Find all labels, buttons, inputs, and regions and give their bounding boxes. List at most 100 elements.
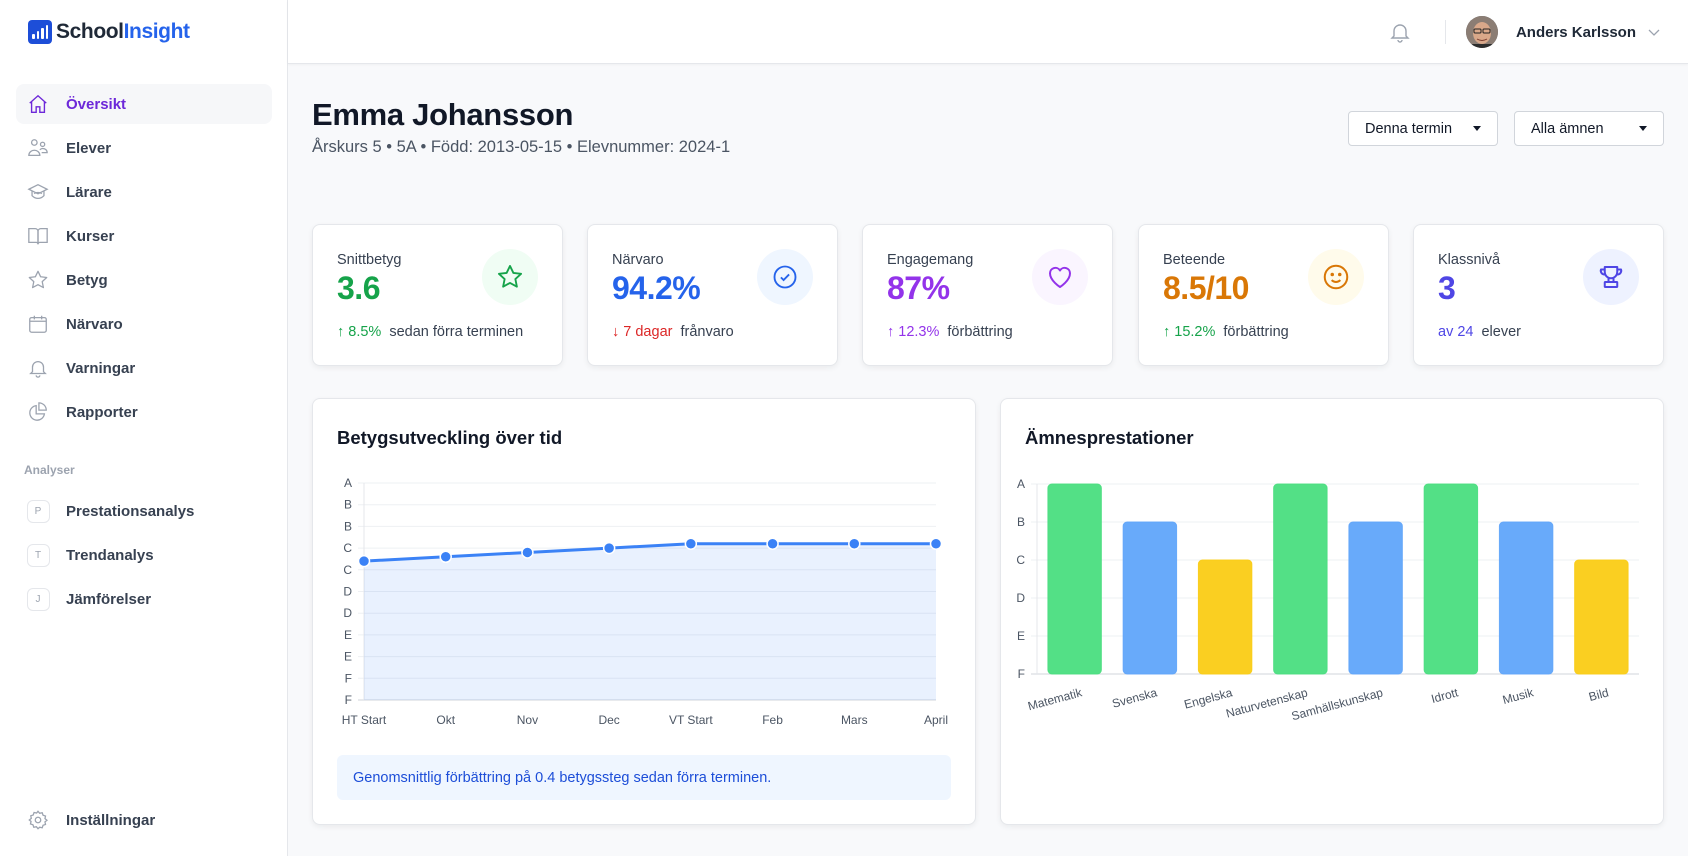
stat-value: 3.6 [337,270,380,306]
x-tick-label: Svenska [1111,685,1159,711]
stat-card-klassniva: Klassnivå 3 av 24 elever [1413,224,1664,366]
x-tick-label: Nov [517,713,538,727]
book-icon [26,224,50,248]
gear-icon [26,808,50,832]
stat-label: Snittbetyg [337,252,402,268]
top-bar: Anders Karlsson [288,0,1688,64]
trophy-icon [1583,249,1639,305]
stat-card-engagemang: Engagemang 87% ↑ 12.3% förbättring [862,224,1113,366]
y-tick-label: F [1018,667,1025,681]
stat-card-beteende: Beteende 8.5/10 ↑ 15.2% förbättring [1138,224,1389,366]
y-tick-label: F [345,693,352,707]
sidebar-item-label: Lärare [66,183,112,201]
bar [1423,483,1479,675]
sidebar-item-oversikt[interactable]: Översikt [16,84,272,124]
x-tick-label: April [924,713,948,727]
data-point [766,537,779,551]
heart-icon [1032,249,1088,305]
x-tick-label: Mars [841,713,868,727]
users-icon [26,136,50,160]
data-point [357,554,371,568]
bar [1273,483,1328,675]
stat-change-desc: förbättring [947,324,1013,340]
sidebar-item-betyg[interactable]: Betyg [16,260,272,300]
sidebar-item-label: Elever [66,139,112,157]
sidebar-item-kurser[interactable]: Kurser [16,216,272,256]
stat-change: av 24 [1438,324,1474,340]
sidebar-item-trendanalys[interactable]: T Trendanalys [16,535,272,575]
sidebar-item-varningar[interactable]: Varningar [16,348,272,388]
letter-badge: P [26,499,50,523]
data-point [521,546,534,559]
y-tick-label: F [345,671,352,685]
sidebar-item-narvaro[interactable]: Närvaro [16,304,272,344]
stat-change-desc: elever [1481,324,1521,340]
app-name-part2: Insight [123,20,190,43]
data-point [602,541,616,555]
term-filter-dropdown[interactable]: Denna termin [1348,111,1498,146]
x-tick-label: Idrott [1430,685,1461,706]
y-tick-label: D [343,606,352,620]
bar-chart-logo-icon [28,20,52,44]
sidebar-item-label: Rapporter [66,403,138,421]
stat-label: Klassnivå [1438,252,1501,268]
analyses-nav: P Prestationsanalys T Trendanalys J Jämf… [16,491,272,623]
stat-change: ↑ 12.3% [887,324,940,340]
settings-nav: Inställningar [16,800,272,844]
term-filter-value: Denna termin [1365,120,1453,137]
y-tick-label: D [343,585,352,599]
notifications-bell-icon[interactable] [1388,20,1412,44]
data-point [684,537,698,551]
stat-change-desc: sedan förra terminen [389,324,524,340]
x-tick-label: Musik [1501,685,1536,707]
x-tick-label: Feb [762,713,783,727]
user-name[interactable]: Anders Karlsson [1515,24,1636,41]
series-line [363,542,936,563]
student-meta: Årskurs 5 • 5A • Född: 2013-05-15 • Elev… [312,138,731,156]
app-name-part1: School [56,20,124,43]
stat-value: 3 [1438,270,1456,306]
subject-filter-value: Alla ämnen [1531,120,1604,137]
info-box: Genomsnittlig förbättring på 0.4 betygss… [337,755,951,800]
smile-icon [1308,249,1364,305]
sidebar-item-jamforelser[interactable]: J Jämförelser [16,579,272,619]
stat-card-snittbetyg: Snittbetyg 3.6 ↑ 8.5% sedan förra termine… [312,224,563,366]
sidebar-item-prestationsanalys[interactable]: P Prestationsanalys [16,491,272,531]
sidebar-item-elever[interactable]: Elever [16,128,272,168]
stat-value: 87% [887,270,950,306]
stat-change-desc: förbättring [1223,324,1289,340]
graduation-cap-icon [26,180,50,204]
user-avatar[interactable] [1466,16,1498,48]
sidebar-item-installningar[interactable]: Inställningar [16,800,272,840]
bar [1348,521,1403,675]
sidebar-item-rapporter[interactable]: Rapporter [16,392,272,432]
x-tick-label: Okt [436,713,455,727]
data-point [929,537,943,551]
y-tick-label: B [1017,515,1025,529]
chart-title: Ämnesprestationer [1025,427,1194,448]
x-tick-label: Bild [1587,685,1610,704]
y-tick-label: B [344,519,352,533]
data-point [848,537,861,551]
chart-title: Betygsutveckling över tid [337,427,563,448]
bar [1122,521,1178,675]
y-tick-label: A [1017,477,1025,491]
app-logo[interactable]: SchoolInsight [28,20,190,44]
x-tick-label: HT Start [342,713,387,727]
star-icon [26,268,50,292]
pie-chart-icon [26,400,50,424]
stat-label: Engagemang [887,252,974,268]
y-tick-label: E [1017,629,1025,643]
bar [1197,559,1253,675]
subject-performance-card: Ämnesprestationer F E D C B A Matematik Svenska… [1000,398,1664,825]
bar [1498,521,1554,675]
sidebar-item-label: Inställningar [66,811,156,829]
chevron-down-icon[interactable] [1646,24,1662,40]
sidebar-item-label: Kurser [66,227,115,245]
y-tick-label: C [1016,553,1025,567]
subject-filter-dropdown[interactable]: Alla ämnen [1514,111,1664,146]
y-tick-label: E [344,628,352,642]
sidebar-item-larare[interactable]: Lärare [16,172,272,212]
sidebar-item-label: Jämförelser [66,590,152,608]
